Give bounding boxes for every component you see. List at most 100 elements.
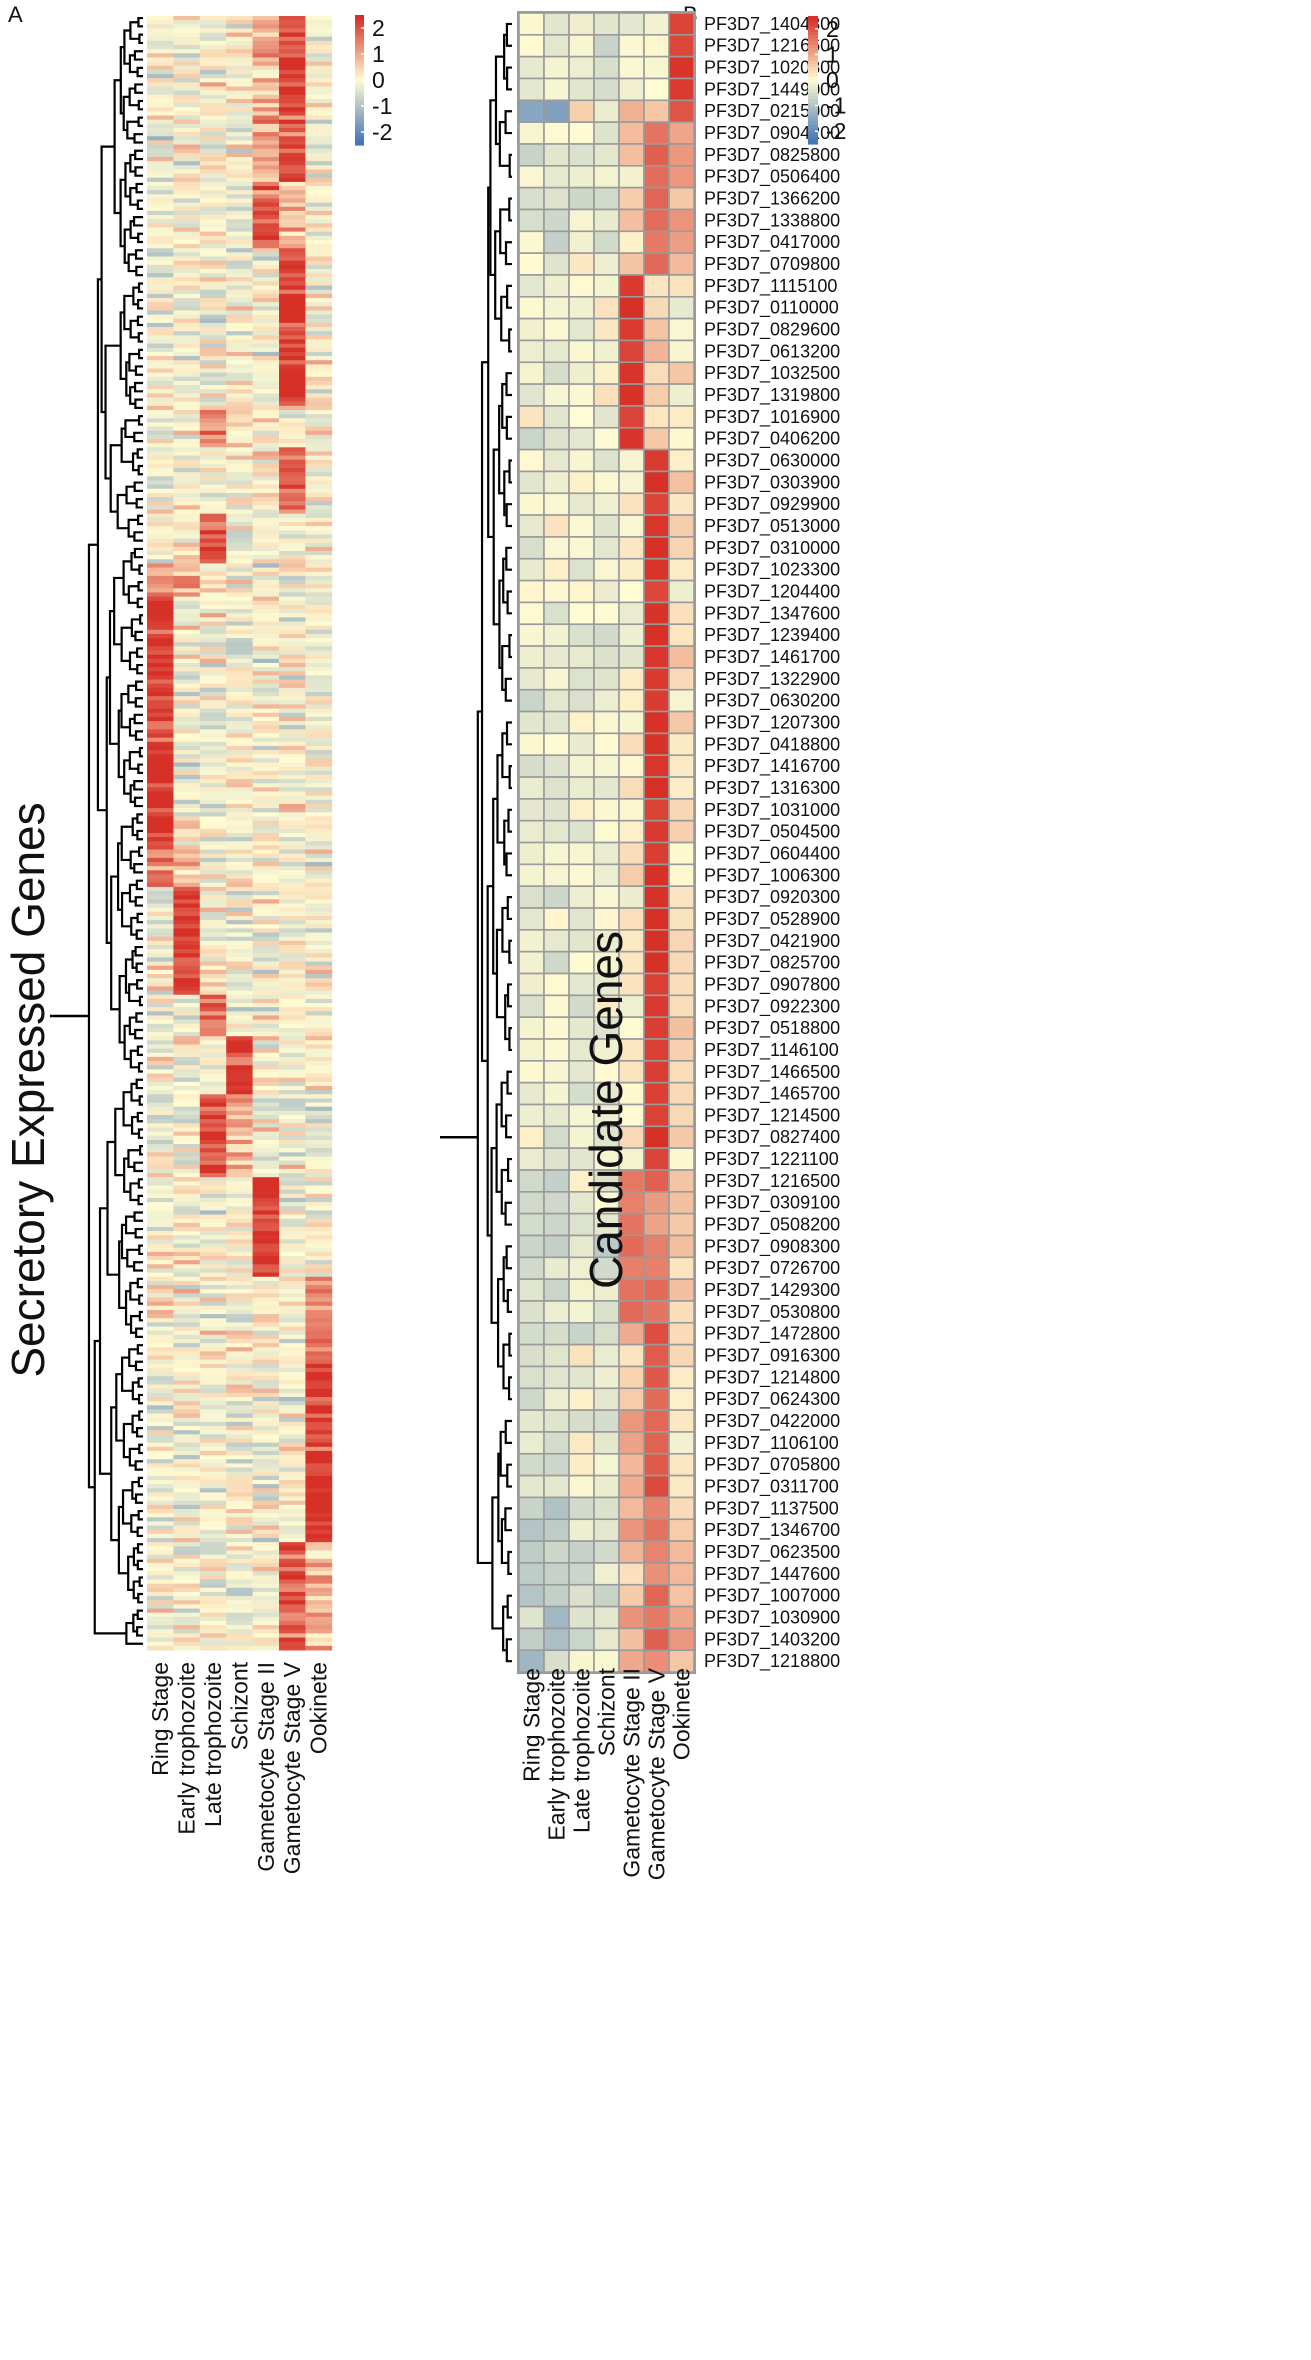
heatmap-a-cell bbox=[199, 61, 227, 67]
heatmap-a-cell bbox=[252, 928, 280, 934]
heatmap-a-cell bbox=[279, 368, 306, 374]
heatmap-a-cell bbox=[199, 57, 227, 63]
dendrogram-a-branch bbox=[134, 1493, 143, 1504]
heatmap-b-cell bbox=[593, 295, 620, 320]
heatmap-a-cell bbox=[173, 978, 201, 983]
heatmap-b-cell bbox=[593, 426, 620, 451]
heatmap-a-cell bbox=[252, 862, 280, 867]
heatmap-a-cell bbox=[279, 965, 306, 971]
heatmap-a-cell bbox=[199, 1430, 227, 1435]
dendrogram-a-branch bbox=[131, 950, 137, 969]
heatmap-a-cell bbox=[147, 795, 174, 801]
heatmap-a-cell bbox=[226, 745, 253, 751]
gene-label: PF3D7_0513000 bbox=[704, 516, 840, 537]
heatmap-a-cell bbox=[226, 559, 253, 564]
heatmap-a-cell bbox=[305, 364, 333, 370]
dendrogram-b-branch bbox=[500, 1081, 508, 1128]
heatmap-b-cell bbox=[543, 994, 570, 1018]
heatmap-a-cell bbox=[173, 580, 201, 585]
heatmap-a-cell bbox=[305, 1529, 333, 1535]
heatmap-b-cell bbox=[593, 317, 620, 342]
heatmap-a-cell bbox=[147, 1280, 174, 1286]
heatmap-a-cell bbox=[173, 766, 201, 772]
heatmap-a-cell bbox=[147, 1463, 174, 1469]
dendrogram-a-branch bbox=[137, 464, 143, 476]
heatmap-a-cell bbox=[279, 667, 306, 672]
dendrogram-a-branch bbox=[136, 1609, 143, 1620]
heatmap-a-cell bbox=[252, 857, 280, 863]
heatmap-a-cell bbox=[173, 550, 201, 556]
heatmap-a-cell bbox=[199, 107, 227, 112]
heatmap-a-cell bbox=[199, 389, 227, 394]
heatmap-a-cell bbox=[226, 795, 253, 801]
heatmap-a-cell bbox=[199, 1492, 227, 1498]
heatmap-a-cell bbox=[305, 455, 333, 461]
heatmap-a-cell bbox=[147, 177, 174, 183]
heatmap-a-cell bbox=[252, 1197, 280, 1203]
heatmap-a-cell bbox=[147, 69, 174, 75]
heatmap-a-cell bbox=[305, 1508, 333, 1514]
heatmap-a-cell bbox=[305, 878, 333, 884]
heatmap-a-cell bbox=[173, 20, 201, 25]
heatmap-a-cell bbox=[252, 1633, 280, 1639]
heatmap-a-cell bbox=[173, 629, 201, 635]
heatmap-a-cell bbox=[173, 227, 201, 233]
dendrogram-a-branch bbox=[128, 751, 140, 770]
heatmap-a-cell bbox=[173, 1309, 201, 1315]
heatmap-a-cell bbox=[226, 874, 253, 880]
heatmap-a-cell bbox=[252, 1397, 280, 1402]
heatmap-a-cell bbox=[252, 190, 280, 195]
dendrogram-a-branch bbox=[119, 311, 127, 380]
heatmap-a-cell bbox=[173, 443, 201, 448]
heatmap-a-cell bbox=[279, 1056, 306, 1062]
heatmap-a-cell bbox=[226, 1637, 253, 1643]
heatmap-b-cell bbox=[543, 645, 570, 669]
dendrogram-a-branch bbox=[113, 79, 121, 215]
heatmap-a-cell bbox=[279, 1355, 306, 1361]
heatmap-a-cell bbox=[305, 1123, 333, 1128]
heatmap-a-cell bbox=[147, 874, 174, 880]
heatmap-a-cell bbox=[147, 169, 174, 175]
heatmap-a-cell bbox=[279, 82, 306, 88]
heatmap-a-cell bbox=[279, 1401, 306, 1406]
heatmap-b-cell bbox=[518, 950, 545, 975]
heatmap-a-cell bbox=[252, 600, 280, 606]
heatmap-a-cell bbox=[147, 181, 174, 187]
heatmap-a-cell bbox=[173, 1226, 201, 1232]
heatmap-a-cell bbox=[279, 1218, 306, 1224]
heatmap-a-cell bbox=[173, 1069, 201, 1075]
heatmap-a-cell bbox=[147, 1239, 174, 1245]
heatmap-a-cell bbox=[147, 521, 174, 527]
heatmap-a-cell bbox=[173, 716, 201, 722]
heatmap-a-cell bbox=[199, 882, 227, 888]
heatmap-a-cell bbox=[305, 98, 333, 104]
heatmap-a-cell bbox=[226, 1036, 253, 1041]
gene-label: PF3D7_0309100 bbox=[704, 1193, 840, 1214]
heatmap-a-cell bbox=[252, 1562, 280, 1568]
heatmap-a-cell bbox=[173, 824, 201, 830]
heatmap-a-cell bbox=[199, 53, 227, 58]
heatmap-a-cell bbox=[199, 1363, 227, 1369]
heatmap-a-cell bbox=[279, 509, 306, 515]
heatmap-a-cell bbox=[199, 1587, 227, 1593]
heatmap-a-cell bbox=[226, 915, 253, 921]
heatmap-a-cell bbox=[305, 766, 333, 772]
heatmap-a-cell bbox=[305, 1405, 333, 1410]
heatmap-a-cell bbox=[226, 281, 253, 287]
heatmap-a-cell bbox=[173, 1019, 201, 1025]
heatmap-a-cell bbox=[279, 65, 306, 71]
heatmap-a-cell bbox=[147, 1115, 174, 1120]
heatmap-a-cell bbox=[147, 969, 174, 975]
heatmap-a-cell bbox=[226, 629, 253, 635]
heatmap-a-cell bbox=[173, 592, 201, 598]
heatmap-a-cell bbox=[199, 314, 227, 320]
panel-a-legend-tick-label: 2 bbox=[372, 15, 385, 41]
heatmap-a-cell bbox=[279, 405, 306, 411]
heatmap-a-cell bbox=[279, 1085, 306, 1091]
panel-a-legend-swatch bbox=[355, 93, 364, 97]
panel-b-legend-swatch bbox=[808, 76, 818, 81]
heatmap-a-cell bbox=[147, 439, 174, 444]
heatmap-b-cell bbox=[518, 667, 545, 691]
heatmap-a-cell bbox=[305, 1239, 333, 1245]
heatmap-a-cell bbox=[252, 1421, 280, 1427]
